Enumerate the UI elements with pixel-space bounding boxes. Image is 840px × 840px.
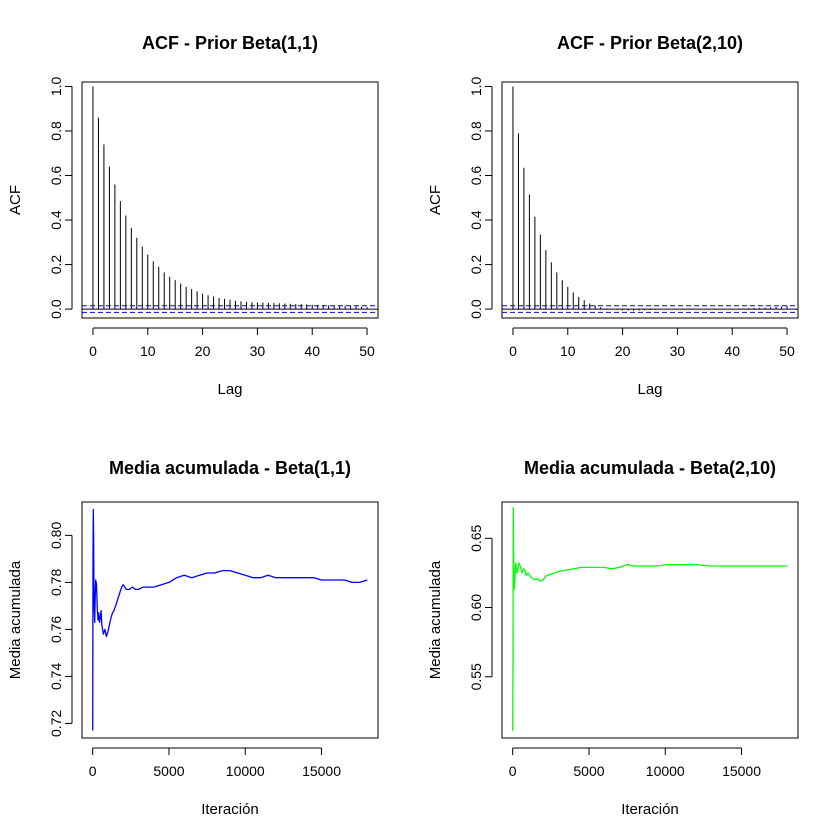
x-axis: 0 5000 10000 15000 [509,747,761,779]
x-tick-label: 40 [724,343,740,359]
y-tick-label: 0.2 [468,255,484,275]
y-tick-label: 0.76 [48,616,64,643]
y-tick-label: 1.0 [468,77,484,97]
y-axis-label: Media acumulada [7,560,24,679]
x-tick-label: 5000 [153,763,184,779]
cumulative-mean-line [92,508,368,731]
acf-bars [512,86,788,311]
y-tick-label: 0.74 [48,663,64,690]
y-tick-label: 0.8 [468,121,484,141]
cummean-beta-1-1-plot: Media acumulada - Beta(1,1) Iteración Medi… [7,458,379,818]
cummean-beta-2-10-plot: Media acumulada - Beta(2,10) Iteración Med… [427,458,799,818]
x-tick-label: 40 [304,343,320,359]
y-axis-label: ACF [7,185,24,215]
y-axis: 0.55 0.60 0.65 [468,524,493,690]
plot-frame [81,501,379,739]
x-axis-label: Iteración [621,801,679,818]
y-tick-label: 0.80 [48,522,64,549]
y-axis-label: Media acumulada [427,560,444,679]
x-axis-label: Lag [637,381,662,398]
x-tick-label: 15000 [722,763,761,779]
y-tick-label: 0.72 [48,710,64,737]
x-tick-label: 50 [779,343,795,359]
y-tick-label: 0.6 [468,166,484,186]
x-tick-label: 10 [560,343,576,359]
y-axis: 0.0 0.2 0.4 0.6 0.8 1.0 [468,77,493,319]
x-tick-label: 15000 [302,763,341,779]
y-tick-label: 0.4 [48,210,64,230]
x-tick-label: 10000 [646,763,685,779]
x-tick-label: 0 [89,763,97,779]
chart-title: ACF - Prior Beta(1,1) [142,33,318,53]
chart-title: ACF - Prior Beta(2,10) [557,33,743,53]
x-tick-label: 0 [509,763,517,779]
x-axis: 0 10 20 30 40 50 [509,327,795,359]
plot-frame [81,81,379,319]
y-tick-label: 1.0 [48,77,64,97]
y-axis-label: ACF [427,185,444,215]
y-tick-label: 0.65 [468,524,484,551]
plot-frame [501,81,799,319]
x-axis: 0 5000 10000 15000 [89,747,341,779]
x-tick-label: 10000 [226,763,265,779]
cumulative-mean-line [512,507,788,731]
chart-title: Media acumulada - Beta(1,1) [109,458,351,478]
y-axis: 0.0 0.2 0.4 0.6 0.8 1.0 [48,77,73,319]
y-tick-label: 0.2 [48,255,64,275]
y-tick-label: 0.0 [48,299,64,319]
chart-title: Media acumulada - Beta(2,10) [524,458,776,478]
x-tick-label: 0 [89,343,97,359]
y-tick-label: 0.8 [48,121,64,141]
x-tick-label: 50 [359,343,375,359]
y-tick-label: 0.55 [468,663,484,690]
plot-frame [501,501,799,739]
x-tick-label: 10 [140,343,156,359]
x-tick-label: 30 [250,343,266,359]
y-tick-label: 0.60 [468,594,484,621]
x-axis: 0 10 20 30 40 50 [89,327,375,359]
x-axis-label: Iteración [201,801,259,818]
y-tick-label: 0.78 [48,569,64,596]
y-tick-label: 0.4 [468,210,484,230]
acf-beta-1-1-plot: ACF - Prior Beta(1,1) Lag ACF 0 10 20 30 40 50 0.… [7,33,379,398]
x-tick-label: 20 [195,343,211,359]
x-tick-label: 5000 [573,763,604,779]
acf-bars [92,86,368,310]
x-tick-label: 30 [670,343,686,359]
y-tick-label: 0.6 [48,166,64,186]
x-tick-label: 0 [509,343,517,359]
x-tick-label: 20 [615,343,631,359]
y-tick-label: 0.0 [468,299,484,319]
x-axis-label: Lag [217,381,242,398]
y-axis: 0.72 0.74 0.76 0.78 0.80 [48,522,73,737]
